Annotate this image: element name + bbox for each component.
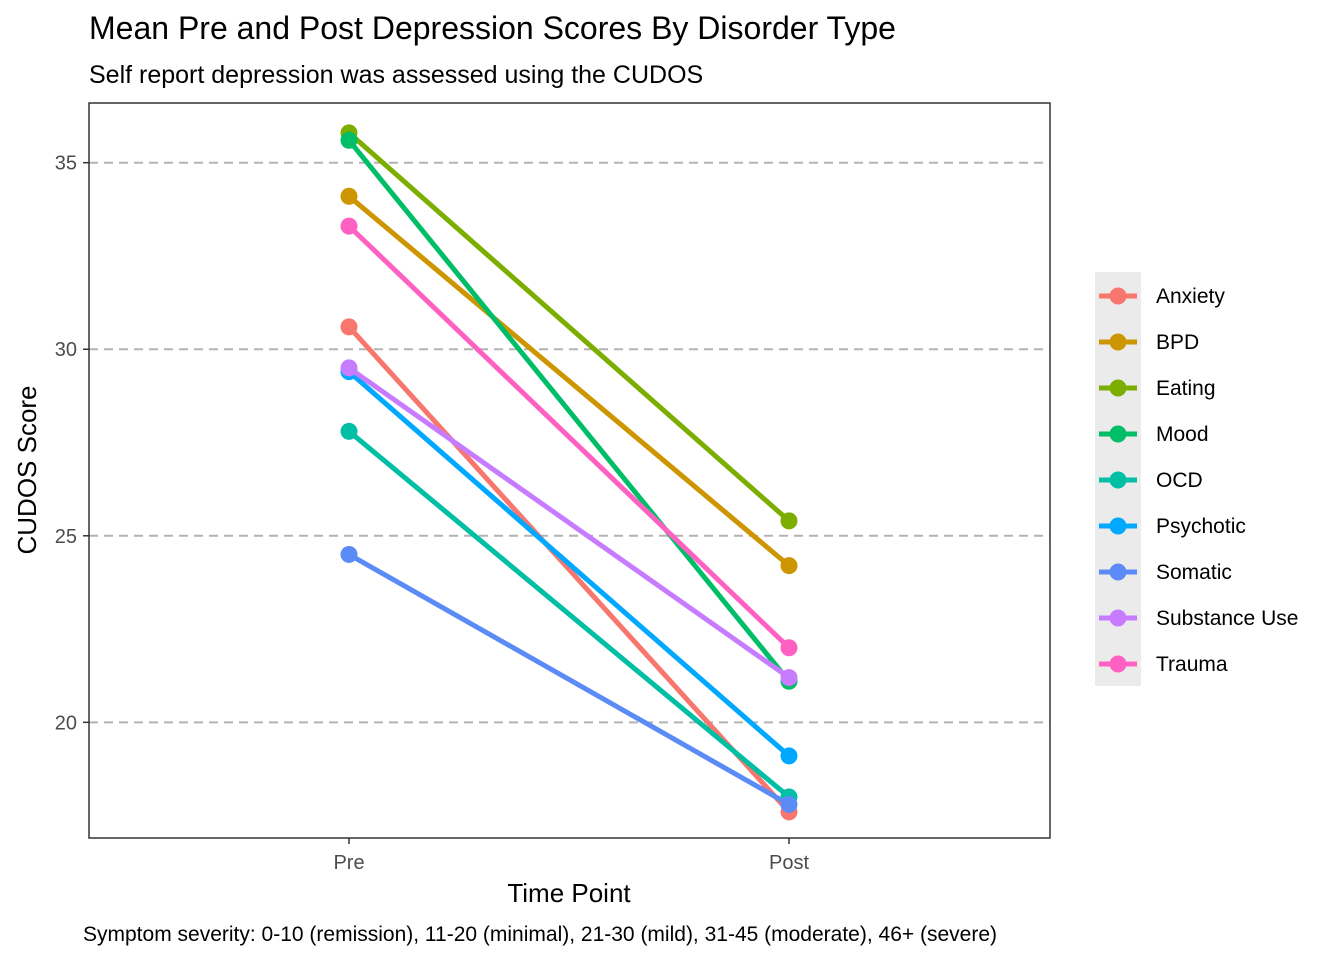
point-psychotic-post (780, 747, 798, 765)
y-axis-title: CUDOS Score (12, 385, 42, 554)
point-bpd-pre (340, 187, 358, 205)
series-line-anxiety (347, 325, 791, 814)
legend-label-substance-use: Substance Use (1156, 607, 1298, 630)
series-line-psychotic (347, 369, 791, 758)
chart-subtitle: Self report depression was assessed usin… (89, 61, 703, 89)
point-mood-pre (340, 131, 358, 149)
legend-key-point-eating (1109, 379, 1127, 397)
point-somatic-post (780, 795, 798, 813)
series-layer (340, 124, 798, 821)
legend-label-anxiety: Anxiety (1156, 285, 1225, 308)
series-line-somatic (347, 552, 791, 807)
legend-label-psychotic: Psychotic (1156, 515, 1246, 538)
y-axis-ticks: 20 25 30 35 (55, 153, 89, 734)
series-line-bpd (347, 194, 791, 568)
legend-key-point-mood (1109, 425, 1127, 443)
legend-key-point-trauma (1109, 655, 1127, 673)
legend-key-point-substance-use (1109, 609, 1127, 627)
point-eating-post (780, 512, 798, 530)
legend-key-point-ocd (1109, 471, 1127, 489)
x-axis-ticks: Pre Post (333, 838, 809, 874)
legend-label-mood: Mood (1156, 423, 1209, 446)
x-axis-title: Time Point (507, 878, 631, 908)
legend-label-eating: Eating (1156, 377, 1216, 400)
legend-label-trauma: Trauma (1156, 653, 1228, 676)
series-line-mood (347, 138, 791, 683)
point-ocd-pre (340, 422, 358, 440)
point-somatic-pre (340, 545, 358, 563)
y-tick-label-20: 20 (55, 712, 77, 734)
y-tick-label-35: 35 (55, 153, 77, 175)
plot-panel-border (88, 102, 1051, 839)
legend-label-ocd: OCD (1156, 469, 1203, 492)
point-trauma-post (780, 639, 798, 657)
y-tick-label-25: 25 (55, 526, 77, 548)
x-tick-label-pre: Pre (333, 852, 364, 874)
legend-key-point-psychotic (1109, 517, 1127, 535)
chart-caption: Symptom severity: 0-10 (remission), 11-2… (83, 923, 997, 946)
series-line-substance-use (347, 365, 791, 680)
point-bpd-post (780, 557, 798, 575)
legend-label-bpd: BPD (1156, 331, 1199, 354)
point-substance-use-post (780, 669, 798, 687)
point-trauma-pre (340, 217, 358, 235)
legend-key-point-bpd (1109, 333, 1127, 351)
legend-key-point-anxiety (1109, 287, 1127, 305)
y-tick-label-30: 30 (55, 339, 77, 361)
x-tick-label-post: Post (769, 852, 809, 874)
legend: Anxiety BPD Eating Mood OCD Psychotic Somatic S… (1099, 285, 1298, 676)
point-substance-use-pre (340, 359, 358, 377)
gridlines (89, 161, 1050, 724)
series-line-eating (347, 130, 791, 523)
series-line-trauma (347, 224, 791, 650)
legend-label-somatic: Somatic (1156, 561, 1232, 584)
series-line-ocd (347, 429, 791, 799)
legend-key-point-somatic (1109, 563, 1127, 581)
point-anxiety-pre (340, 318, 358, 336)
chart-title: Mean Pre and Post Depression Scores By D… (89, 10, 896, 46)
